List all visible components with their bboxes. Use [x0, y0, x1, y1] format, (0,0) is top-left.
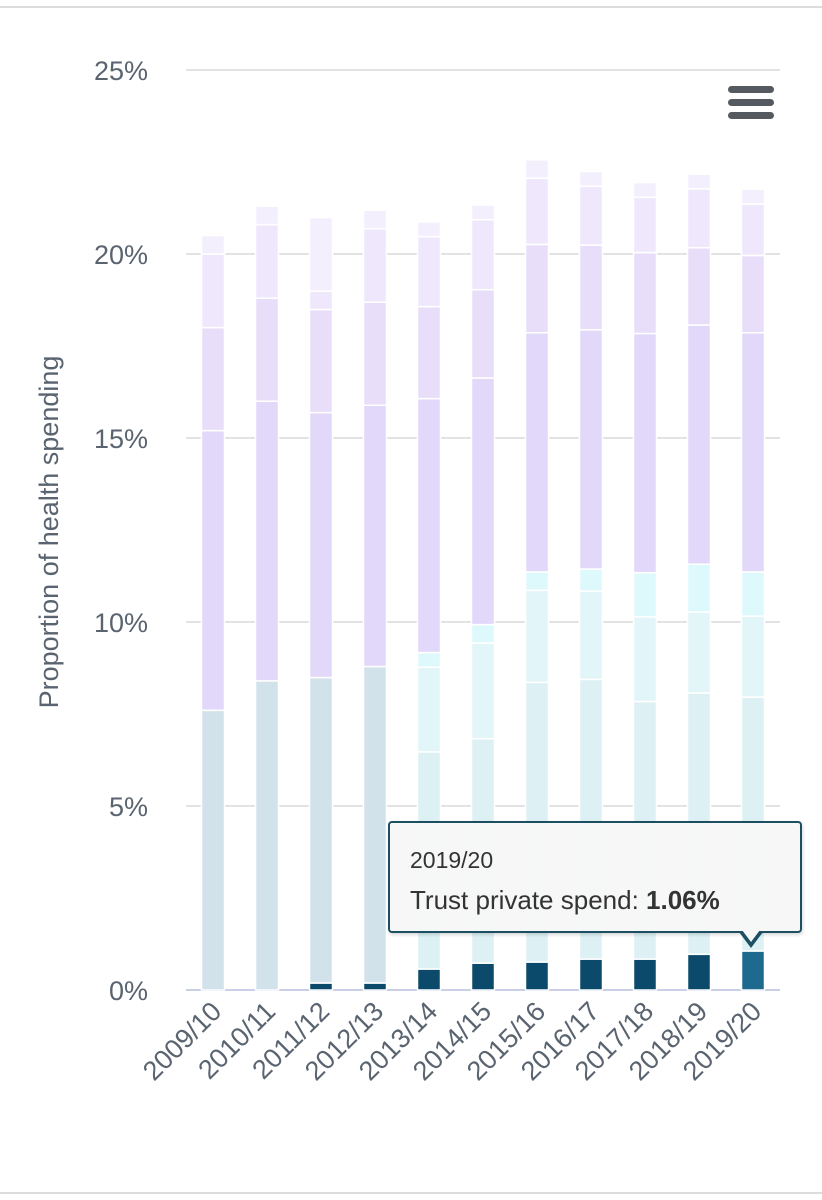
- bar-segment[interactable]: [524, 589, 550, 684]
- bar-segment[interactable]: [686, 173, 712, 190]
- y-tick-label: 5%: [109, 792, 148, 822]
- bar-segment[interactable]: [362, 982, 388, 991]
- bar-segment[interactable]: [470, 642, 496, 740]
- bar-segment[interactable]: [740, 332, 766, 573]
- bar-segment[interactable]: [686, 611, 712, 694]
- bar-segment[interactable]: [632, 616, 658, 703]
- bar-segment[interactable]: [740, 571, 766, 617]
- tooltip-series-label: Trust private spend:: [410, 885, 647, 915]
- bar-segment[interactable]: [470, 204, 496, 221]
- tooltip-category: 2019/20: [410, 847, 494, 873]
- bar-segment[interactable]: [578, 170, 604, 188]
- bar-segment[interactable]: [254, 680, 280, 991]
- y-tick-label: 10%: [94, 608, 148, 638]
- bar-segment[interactable]: [740, 950, 766, 991]
- bar-segment[interactable]: [686, 324, 712, 565]
- bar-segment[interactable]: [362, 209, 388, 230]
- bar-segment[interactable]: [632, 181, 658, 199]
- bar-segment[interactable]: [470, 219, 496, 291]
- top-divider: [0, 6, 822, 8]
- bar-segment[interactable]: [470, 288, 496, 379]
- bars: [200, 159, 766, 991]
- bar-segment[interactable]: [740, 615, 766, 698]
- bar-segment[interactable]: [254, 205, 280, 226]
- bar-segment[interactable]: [308, 308, 334, 414]
- bar-segment[interactable]: [686, 953, 712, 991]
- bar-segment[interactable]: [200, 234, 226, 255]
- bar-segment[interactable]: [416, 968, 442, 991]
- bar-segment[interactable]: [200, 709, 226, 991]
- bar-segment[interactable]: [416, 305, 442, 400]
- bar-segment[interactable]: [308, 982, 334, 991]
- bar-segment[interactable]: [740, 254, 766, 334]
- bar-segment[interactable]: [578, 590, 604, 681]
- bar-segment[interactable]: [416, 221, 442, 238]
- x-axis-ticks: 2009/102010/112011/122012/132013/142014/…: [137, 996, 767, 1086]
- tooltip-series-line: Trust private spend: 1.06%: [410, 885, 720, 916]
- bar-segment[interactable]: [362, 301, 388, 406]
- y-axis-ticks: 0% 5% 10% 15% 20% 25%: [94, 56, 148, 1006]
- bar-segment[interactable]: [470, 377, 496, 626]
- y-axis-label: Proportion of health spending: [34, 356, 64, 709]
- bar-segment[interactable]: [524, 243, 550, 334]
- bar-segment[interactable]: [308, 290, 334, 311]
- y-tick-label: 15%: [94, 424, 148, 454]
- bar-segment[interactable]: [200, 253, 226, 329]
- bar-segment[interactable]: [308, 676, 334, 984]
- hamburger-menu-icon[interactable]: [728, 86, 776, 122]
- bar-segment[interactable]: [254, 400, 280, 682]
- gridlines: [186, 69, 780, 991]
- bar-segment[interactable]: [578, 329, 604, 570]
- bar-segment[interactable]: [686, 188, 712, 249]
- bar-segment[interactable]: [740, 203, 766, 257]
- y-tick-label: 25%: [94, 56, 148, 86]
- chart-tooltip: 2019/20 Trust private spend: 1.06%: [388, 821, 802, 933]
- bar-segment[interactable]: [362, 227, 388, 303]
- bar-segment[interactable]: [578, 244, 604, 331]
- bar-segment[interactable]: [416, 666, 442, 753]
- bar-segment[interactable]: [578, 185, 604, 246]
- bar-segment[interactable]: [200, 429, 226, 712]
- bar-segment[interactable]: [416, 651, 442, 669]
- bar-segment[interactable]: [578, 958, 604, 991]
- tooltip-value: 1.06%: [646, 885, 720, 915]
- bar-segment[interactable]: [524, 177, 550, 246]
- bar-segment[interactable]: [632, 196, 658, 254]
- bar-segment[interactable]: [632, 251, 658, 335]
- bar-segment[interactable]: [686, 246, 712, 326]
- bar-segment[interactable]: [632, 958, 658, 991]
- bar-segment[interactable]: [254, 223, 280, 299]
- bar-segment[interactable]: [200, 326, 226, 432]
- bar-segment[interactable]: [632, 332, 658, 574]
- bar-segment[interactable]: [470, 623, 496, 644]
- bar-segment[interactable]: [416, 397, 442, 654]
- y-tick-label: 20%: [94, 240, 148, 270]
- bar-segment[interactable]: [686, 563, 712, 613]
- bar-segment[interactable]: [308, 216, 334, 292]
- bar-segment[interactable]: [362, 404, 388, 668]
- bar-segment[interactable]: [524, 159, 550, 179]
- tooltip-pointer-inner: [742, 930, 760, 942]
- bar-segment[interactable]: [470, 962, 496, 991]
- bar-segment[interactable]: [254, 297, 280, 402]
- bar-segment[interactable]: [416, 235, 442, 308]
- bar-segment[interactable]: [524, 961, 550, 991]
- bar-segment[interactable]: [524, 571, 550, 592]
- bar-segment[interactable]: [578, 568, 604, 592]
- bar-segment[interactable]: [362, 665, 388, 984]
- bar-segment[interactable]: [632, 571, 658, 618]
- bar-segment[interactable]: [524, 332, 550, 573]
- bar-segment[interactable]: [308, 411, 334, 679]
- bar-segment[interactable]: [740, 188, 766, 205]
- bottom-divider: [0, 1192, 822, 1194]
- y-tick-label: 0%: [109, 976, 148, 1006]
